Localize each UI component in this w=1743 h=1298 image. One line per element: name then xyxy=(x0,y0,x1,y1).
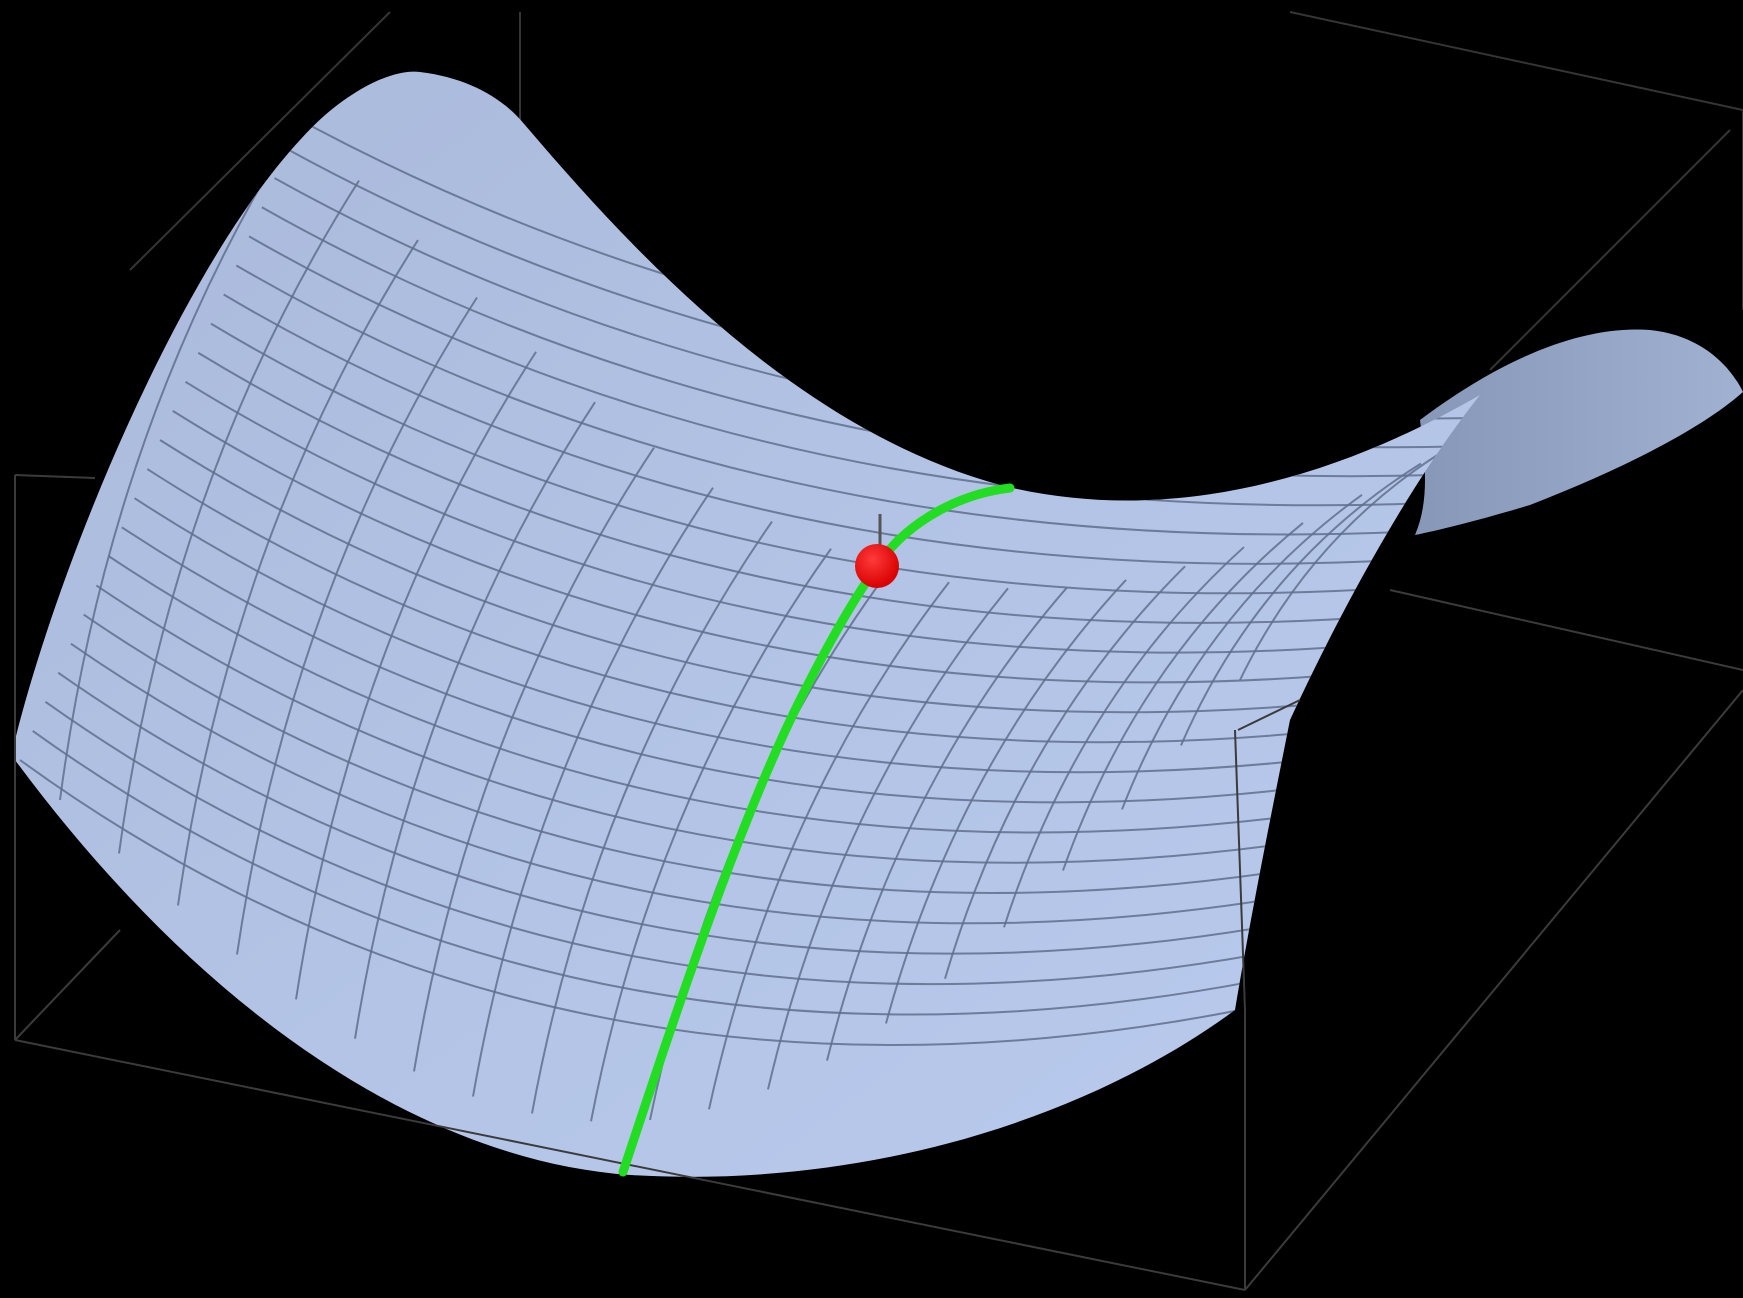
mesh-line-along xyxy=(826,586,1068,1061)
mesh-line-along xyxy=(531,520,773,1114)
mesh-line-across xyxy=(210,322,1404,595)
mesh-line-along xyxy=(118,180,360,854)
saddle-point-marker xyxy=(855,544,899,588)
mesh-line-along xyxy=(944,565,1186,979)
mesh-line-across xyxy=(172,410,1372,684)
mesh-line-along xyxy=(1003,546,1245,928)
mesh-line-along xyxy=(1121,493,1363,810)
mesh-line-across xyxy=(95,584,1306,864)
green-path-curve xyxy=(618,483,1015,1177)
mesh-line-across xyxy=(146,468,1350,744)
mesh-line-across xyxy=(159,439,1361,714)
mesh-line-along xyxy=(472,487,714,1097)
mesh-line-along xyxy=(354,401,596,1039)
mesh-line-across xyxy=(19,759,1241,1046)
saddle-back-flap xyxy=(1415,329,1743,535)
mesh-line-along xyxy=(1062,522,1304,871)
mesh-line-along xyxy=(59,119,301,801)
mesh-line-along xyxy=(295,351,537,1000)
mesh-line-across xyxy=(248,235,1437,507)
mesh-line-along xyxy=(708,581,950,1110)
mesh-line-along xyxy=(1180,462,1422,746)
mesh-line-across xyxy=(32,730,1252,1016)
mesh-line-across xyxy=(44,701,1262,986)
mesh-line-across xyxy=(70,642,1284,925)
mesh-line-across xyxy=(197,351,1393,624)
mesh-line-across xyxy=(83,613,1295,894)
mesh-line-across xyxy=(133,497,1339,774)
bounding-box-back xyxy=(129,11,1743,371)
mesh-line-across xyxy=(235,264,1426,536)
saddle-surface xyxy=(15,71,1480,1177)
mesh-line-along xyxy=(590,548,832,1122)
mesh-line-across xyxy=(184,380,1382,654)
mesh-line-across xyxy=(121,526,1328,804)
mesh-line-across xyxy=(108,555,1317,834)
mesh-line-along xyxy=(177,239,419,906)
mesh-line-across xyxy=(223,293,1415,565)
mesh-line-across xyxy=(57,671,1273,955)
